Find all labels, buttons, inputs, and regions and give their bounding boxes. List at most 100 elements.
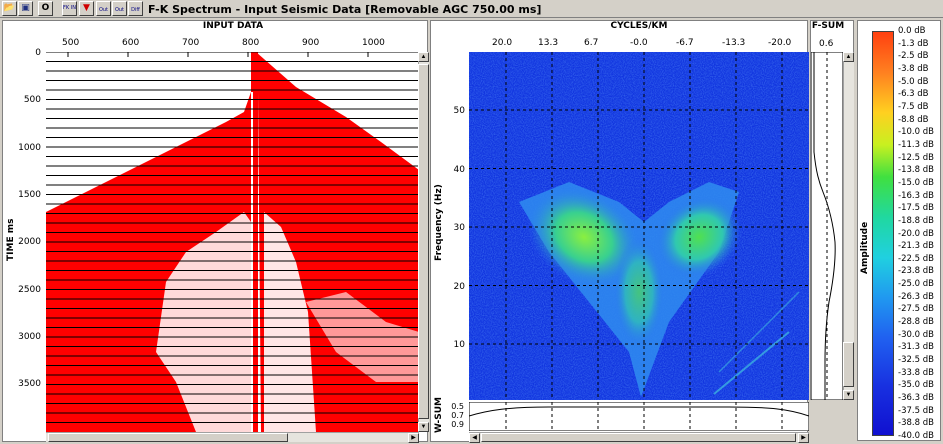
fk-linear-noise: [713, 331, 790, 395]
fk-x-tick: 6.7: [584, 38, 599, 48]
legend-label: -7.5 dB: [898, 101, 929, 112]
legend-label: -10.0 dB: [898, 127, 934, 138]
fsum-vertical-scrollbar[interactable]: ▲ ▼: [843, 52, 854, 400]
save-icon[interactable]: ▣: [18, 1, 33, 16]
input-x-tick: 800: [242, 38, 260, 48]
fk-out-icon[interactable]: Out: [96, 1, 111, 16]
fk-out2-icon[interactable]: Out: [112, 1, 127, 16]
open-folder-icon[interactable]: 📂: [2, 1, 17, 16]
input-y-tick: 3000: [18, 331, 41, 342]
input-data-panel: INPUT DATA TIME ms ▲ ▼ ▶ 500 600 700 800 900…: [2, 20, 429, 443]
scroll-thumb[interactable]: [48, 433, 288, 442]
input-x-tick: 900: [302, 38, 320, 48]
scroll-left-icon[interactable]: ◀: [469, 433, 480, 443]
toolbar: 📂 ▣ O FK IN ▼ Out Out Diff F-K Spectrum …: [0, 0, 943, 18]
fk-y-tick: 50: [453, 106, 465, 116]
legend-label: -25.0 dB: [898, 279, 934, 290]
fk-spectrum-panel: CYCLES/KM Frequency (Hz): [430, 20, 809, 443]
input-y-tick: 2000: [18, 237, 41, 248]
heart-icon[interactable]: ▼: [79, 1, 94, 16]
scroll-down-icon[interactable]: ▼: [843, 390, 854, 400]
legend-label: -12.5 dB: [898, 152, 934, 163]
wsum-tick: 0.7: [451, 411, 464, 420]
input-data-header: INPUT DATA: [202, 21, 264, 31]
fk-x-tick: -13.3: [722, 38, 746, 48]
window-title: F-K Spectrum - Input Seismic Data [Remov…: [148, 3, 542, 16]
input-y-tick: 2500: [18, 284, 41, 295]
fk-linear-noise: [718, 291, 800, 373]
scroll-down-icon[interactable]: ▼: [418, 422, 429, 432]
input-y-tick: 1500: [18, 189, 41, 200]
legend-label: -16.3 dB: [898, 190, 934, 201]
scroll-right-icon[interactable]: ▶: [798, 433, 809, 443]
legend-label: -5.0 dB: [898, 76, 929, 87]
amplitude-colorbar: [872, 31, 894, 436]
legend-label: -8.8 dB: [898, 114, 929, 125]
amplitude-legend: Amplitude 0.0 dB -1.3 dB -2.5 dB -3.8 dB -5.…: [857, 20, 941, 441]
scroll-up-icon[interactable]: ▲: [843, 52, 854, 62]
wsum-tick: 0.5: [451, 402, 464, 411]
fk-x-tick: 13.3: [538, 38, 559, 48]
fsum-tick: 0.6: [819, 39, 834, 49]
legend-label: -35.0 dB: [898, 380, 934, 391]
legend-label: -3.8 dB: [898, 63, 929, 74]
scroll-right-icon[interactable]: ▶: [408, 433, 419, 443]
fk-in-icon[interactable]: FK IN: [62, 1, 77, 16]
input-vertical-scrollbar[interactable]: ▲ ▼: [418, 52, 429, 432]
fk-y-tick: 20: [453, 281, 465, 292]
seismic-gap-left: [156, 212, 251, 432]
fk-energy-center: [614, 237, 664, 347]
fk-x-tick: 20.0: [492, 38, 513, 48]
legend-label: -22.5 dB: [898, 253, 934, 264]
seismic-traces-plot: [46, 52, 419, 432]
scroll-up-icon[interactable]: ▲: [418, 52, 429, 62]
legend-label: -20.0 dB: [898, 228, 934, 239]
legend-label: -13.8 dB: [898, 165, 934, 176]
legend-label: -32.5 dB: [898, 355, 934, 366]
scroll-thumb[interactable]: [843, 342, 854, 387]
legend-label: -30.0 dB: [898, 329, 934, 340]
legend-label: -38.8 dB: [898, 418, 934, 429]
fk-spectrum-plot: [469, 52, 809, 400]
legend-label: -36.3 dB: [898, 393, 934, 404]
input-x-tick: 600: [122, 38, 140, 48]
fk-y-tick: 30: [453, 223, 465, 233]
fk-energy-left-lobe: [527, 187, 641, 287]
legend-label: -28.8 dB: [898, 317, 934, 328]
legend-label: 0.0 dB: [898, 26, 926, 36]
legend-label: -27.5 dB: [898, 304, 934, 315]
input-x-tick: 700: [182, 38, 200, 48]
input-y-tick: 500: [23, 95, 41, 106]
fsum-header: F-SUM: [811, 21, 845, 31]
input-y-tick: 1000: [18, 142, 41, 153]
fsum-panel: F-SUM 0.6 ▲ ▼: [810, 20, 854, 400]
wsum-tick: 0.9: [451, 420, 464, 429]
fk-horizontal-scrollbar[interactable]: ◀ ▶: [469, 432, 809, 443]
legend-label: -18.8 dB: [898, 215, 934, 226]
seismic-gap-right: [264, 212, 316, 432]
input-y-tick: 0: [35, 48, 41, 58]
fk-diff-icon[interactable]: Diff: [128, 1, 143, 16]
amplitude-title: Amplitude: [860, 221, 870, 274]
scroll-thumb[interactable]: [418, 64, 429, 419]
legend-label: -26.3 dB: [898, 291, 934, 302]
legend-label: -15.0 dB: [898, 177, 934, 188]
fk-x-tick: -6.7: [676, 38, 694, 48]
input-y-tick: 3500: [18, 379, 41, 390]
fsum-plot: [811, 52, 843, 400]
wsum-plot: [469, 402, 809, 431]
fk-x-tick: -20.0: [768, 38, 792, 48]
circle-o-icon[interactable]: O: [38, 1, 53, 16]
fk-x-tick: -0.0: [630, 38, 648, 48]
legend-label: -6.3 dB: [898, 89, 929, 100]
legend-label: -17.5 dB: [898, 203, 934, 214]
input-horizontal-scrollbar[interactable]: ▶: [46, 432, 419, 443]
legend-label: -31.3 dB: [898, 342, 934, 353]
legend-label: -23.8 dB: [898, 266, 934, 277]
fk-energy-right-lobe: [656, 196, 742, 278]
scroll-thumb[interactable]: [481, 433, 796, 442]
legend-label: -21.3 dB: [898, 241, 934, 252]
legend-label: -40.0 dB: [898, 431, 934, 441]
legend-label: -11.3 dB: [898, 139, 934, 150]
fk-y-tick: 10: [453, 340, 465, 350]
